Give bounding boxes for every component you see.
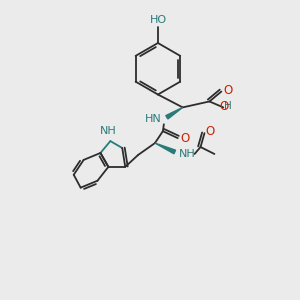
Text: O: O xyxy=(180,132,189,145)
Text: O: O xyxy=(220,100,229,113)
Polygon shape xyxy=(155,143,175,154)
Polygon shape xyxy=(166,107,183,119)
Text: HN: HN xyxy=(145,114,161,124)
Text: NH: NH xyxy=(179,149,196,159)
Text: H: H xyxy=(224,101,232,111)
Text: O: O xyxy=(206,125,215,138)
Text: O: O xyxy=(224,84,233,97)
Text: HO: HO xyxy=(150,15,167,25)
Text: NH: NH xyxy=(100,126,117,136)
